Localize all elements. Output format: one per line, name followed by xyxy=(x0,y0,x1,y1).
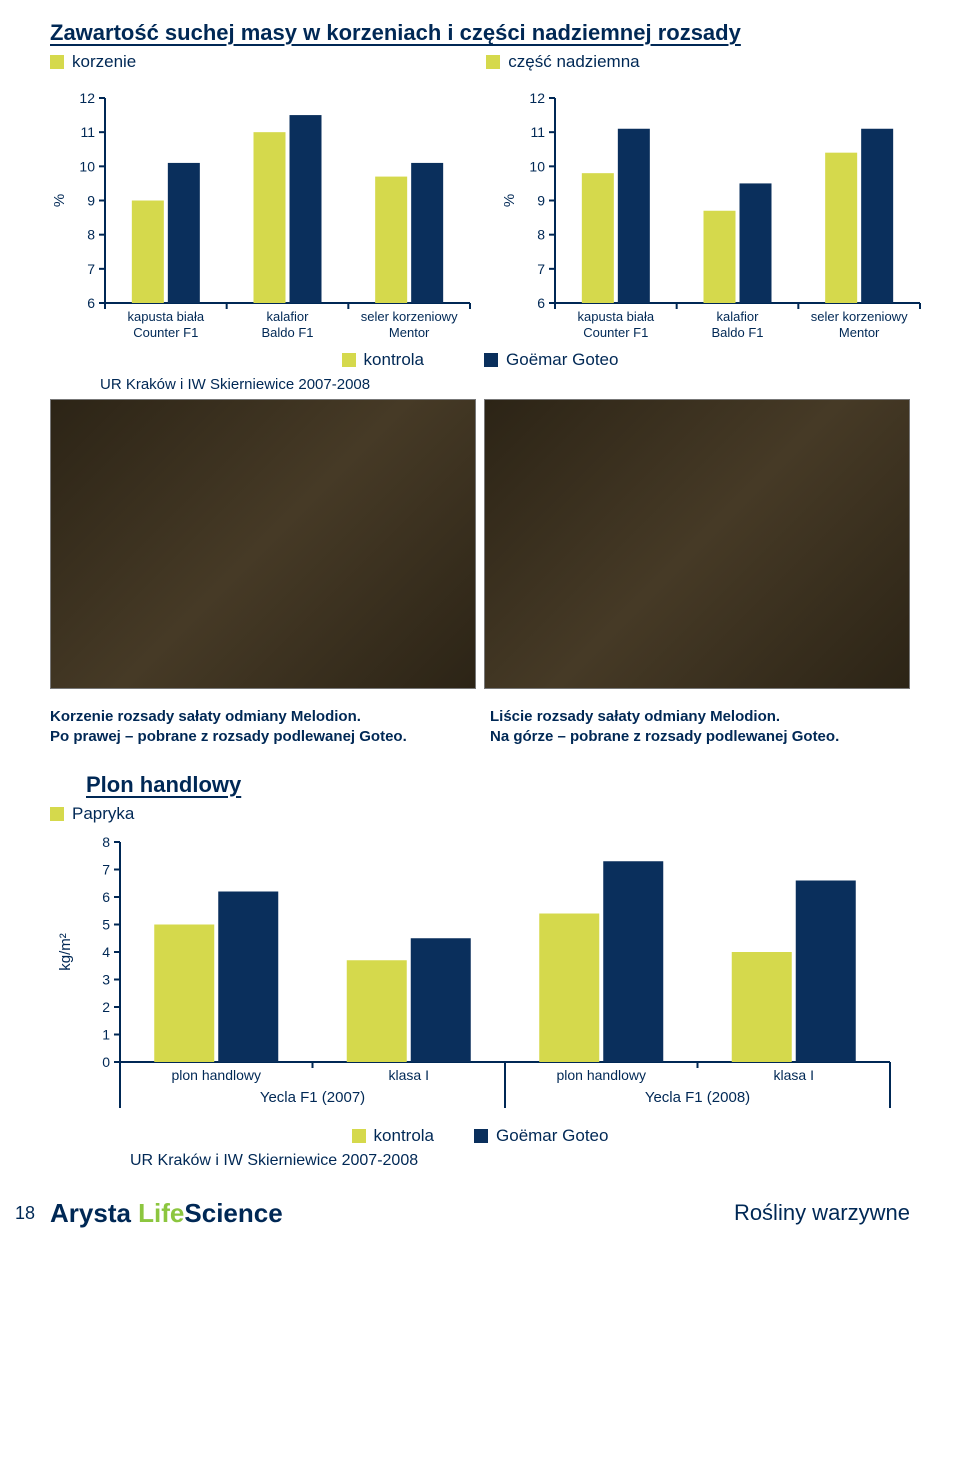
section2-source: UR Kraków i IW Skierniewice 2007-2008 xyxy=(130,1152,910,1170)
svg-text:10: 10 xyxy=(79,158,95,174)
photo-leaves xyxy=(484,399,910,689)
svg-text:12: 12 xyxy=(529,90,545,106)
svg-text:kg/m²: kg/m² xyxy=(57,933,74,971)
section1-source: UR Kraków i IW Skierniewice 2007-2008 xyxy=(100,376,910,393)
svg-text:klasa I: klasa I xyxy=(774,1067,814,1083)
svg-text:9: 9 xyxy=(87,193,95,209)
svg-text:8: 8 xyxy=(87,227,95,243)
caption-right-line1: Liście rozsady sałaty odmiany Melodion. xyxy=(490,708,780,725)
svg-text:2: 2 xyxy=(102,999,110,1015)
brand: Arysta LifeScience xyxy=(50,1198,283,1229)
svg-text:Counter F1: Counter F1 xyxy=(583,325,648,340)
svg-text:9: 9 xyxy=(537,193,545,209)
svg-text:%: % xyxy=(51,194,68,207)
svg-text:plon handlowy: plon handlowy xyxy=(171,1067,261,1083)
svg-text:12: 12 xyxy=(79,90,95,106)
caption-right: Liście rozsady sałaty odmiany Melodion. … xyxy=(490,707,910,748)
page-number: 18 xyxy=(0,1203,50,1224)
svg-text:6: 6 xyxy=(87,295,95,311)
svg-text:11: 11 xyxy=(80,124,95,140)
svg-text:10: 10 xyxy=(529,158,545,174)
svg-text:8: 8 xyxy=(102,834,110,850)
svg-text:8: 8 xyxy=(537,227,545,243)
svg-text:plon handlowy: plon handlowy xyxy=(556,1067,646,1083)
caption-left-line2: Po prawej – pobrane z rozsady podlewanej… xyxy=(50,728,407,745)
svg-text:Yecla F1 (2008): Yecla F1 (2008) xyxy=(645,1089,750,1106)
chart-czesc-nadziemna: 6 7 8 9 10 11 12% kapusta białaCounter F1 kalafi… xyxy=(500,88,930,358)
svg-text:klasa I: klasa I xyxy=(389,1067,429,1083)
svg-text:6: 6 xyxy=(102,889,110,905)
caption-left-line1: Korzenie rozsady sałaty odmiany Melodion… xyxy=(50,708,361,725)
brand-b: Life xyxy=(138,1198,184,1228)
section1-title: Zawartość suchej masy w korzeniach i czę… xyxy=(50,20,741,46)
svg-text:5: 5 xyxy=(102,916,110,932)
legend-korzenie-label: korzenie xyxy=(72,52,136,72)
svg-text:7: 7 xyxy=(537,261,545,277)
svg-text:Yecla F1 (2007): Yecla F1 (2007) xyxy=(260,1089,365,1106)
svg-text:6: 6 xyxy=(537,295,545,311)
svg-text:kapusta biała: kapusta biała xyxy=(578,309,655,324)
svg-text:Baldo F1: Baldo F1 xyxy=(711,325,763,340)
caption-right-line2: Na górze – pobrane z rozsady podlewanej … xyxy=(490,728,839,745)
svg-text:kalafior: kalafior xyxy=(717,309,760,324)
bottom-legend-kontrola: kontrola xyxy=(352,1126,434,1146)
svg-text:kapusta biała: kapusta biała xyxy=(128,309,205,324)
bottom-legend-goteo-label: Goëmar Goteo xyxy=(496,1126,608,1146)
legend-korzenie: korzenie xyxy=(50,52,136,72)
svg-text:seler korzeniowy: seler korzeniowy xyxy=(811,309,908,324)
svg-text:4: 4 xyxy=(102,944,110,960)
svg-text:11: 11 xyxy=(530,124,545,140)
brand-a: Arysta xyxy=(50,1198,138,1228)
svg-text:3: 3 xyxy=(102,971,110,987)
chart-korzenie: 6 7 8 9 10 11 12% kapusta białaCounter F1 kalafi… xyxy=(50,88,480,358)
bottom-legend-kontrola-label: kontrola xyxy=(374,1126,434,1146)
chart-plon-handlowy: 0 1 2 3 4 5 6 7 8 kg/m² plon handlowy klasa I Yecla … xyxy=(50,832,910,1122)
svg-text:kalafior: kalafior xyxy=(267,309,310,324)
photo-roots xyxy=(50,399,476,689)
svg-text:%: % xyxy=(501,194,518,207)
caption-left: Korzenie rozsady sałaty odmiany Melodion… xyxy=(50,707,470,748)
svg-text:seler korzeniowy: seler korzeniowy xyxy=(361,309,458,324)
svg-text:Mentor: Mentor xyxy=(389,325,430,340)
svg-text:Mentor: Mentor xyxy=(839,325,880,340)
svg-text:7: 7 xyxy=(87,261,95,277)
section2-subtitle: Papryka xyxy=(72,804,134,824)
svg-text:Baldo F1: Baldo F1 xyxy=(261,325,313,340)
bottom-legend-goteo: Goëmar Goteo xyxy=(474,1126,608,1146)
svg-text:7: 7 xyxy=(102,861,110,877)
legend-czesc-nadziemna-label: część nadziemna xyxy=(508,52,639,72)
svg-text:1: 1 xyxy=(102,1026,110,1042)
footer-right: Rośliny warzywne xyxy=(734,1200,960,1226)
svg-text:0: 0 xyxy=(102,1054,110,1070)
svg-text:Counter F1: Counter F1 xyxy=(133,325,198,340)
section2-title: Plon handlowy xyxy=(86,772,241,797)
brand-c: Science xyxy=(184,1198,282,1228)
legend-czesc-nadziemna: część nadziemna xyxy=(486,52,639,72)
